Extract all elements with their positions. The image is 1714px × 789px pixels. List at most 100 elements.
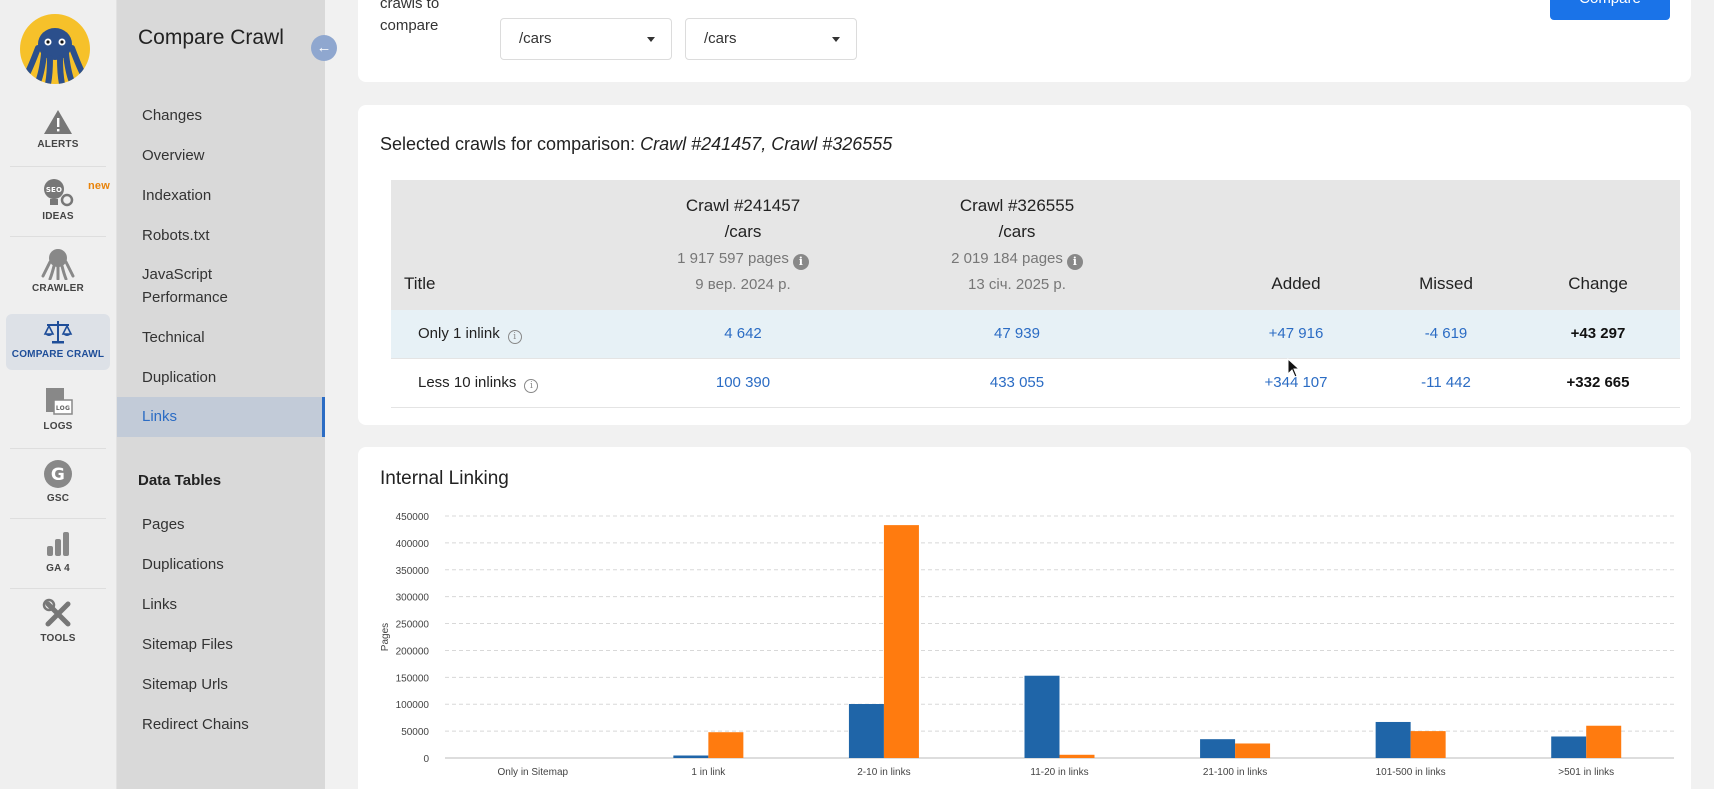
svg-text:LOG: LOG bbox=[56, 405, 70, 412]
crawl-b-path: /cars bbox=[998, 222, 1036, 241]
rail-logs[interactable]: LOG LOGS bbox=[6, 386, 110, 448]
rail-logs-label: LOGS bbox=[43, 421, 73, 432]
divider bbox=[10, 518, 106, 519]
x-tick-label: 11-20 in links bbox=[1030, 767, 1088, 778]
y-tick-label: 150000 bbox=[396, 673, 430, 684]
tools-icon bbox=[42, 598, 71, 627]
sidebar-item-links-table[interactable]: Links bbox=[142, 596, 178, 613]
col-added: Added bbox=[1271, 274, 1321, 293]
row-crawl-b-value[interactable]: 433 055 bbox=[989, 374, 1045, 391]
sidebar-item-changes[interactable]: Changes bbox=[142, 107, 203, 124]
crawl-a-name: Crawl #241457 bbox=[685, 196, 801, 215]
info-icon[interactable]: i bbox=[507, 330, 522, 344]
internal-linking-chart: 0 50000 100000 150000 200000 250000 300000 3500… bbox=[380, 512, 1674, 778]
row-title-text: Only 1 inlink bbox=[418, 325, 500, 342]
x-tick-label: Only in Sitemap bbox=[497, 767, 568, 778]
divider bbox=[10, 166, 106, 167]
rail-tools[interactable]: TOOLS bbox=[6, 598, 110, 660]
table-header: Title Crawl #241457 /cars 1 917 597 page… bbox=[391, 180, 1680, 310]
rail-ga4-label: GA 4 bbox=[46, 563, 70, 574]
y-tick-label: 100000 bbox=[396, 700, 430, 711]
rail-gsc-label: GSC bbox=[46, 493, 70, 504]
selected-crawls-heading: Selected crawls for comparison: Crawl #2… bbox=[380, 134, 892, 155]
logs-icon: LOG bbox=[46, 388, 73, 415]
bar bbox=[673, 755, 709, 758]
row-change-value: +332 665 bbox=[1566, 374, 1630, 391]
data-tables-heading: Data Tables bbox=[138, 472, 222, 489]
info-icon[interactable]: i bbox=[1066, 254, 1083, 270]
crawl-b-path-select[interactable]: /cars bbox=[685, 18, 857, 60]
rail-crawler[interactable]: CRAWLER bbox=[6, 246, 110, 308]
row-missed-value[interactable]: -11 442 bbox=[1421, 374, 1471, 391]
row-missed-value[interactable]: -4 619 bbox=[1424, 325, 1468, 342]
sidebar-item-sitemap-urls[interactable]: Sitemap Urls bbox=[142, 676, 228, 693]
chevron-down-icon bbox=[647, 37, 655, 42]
row-crawl-a-value[interactable]: 4 642 bbox=[724, 325, 762, 342]
crawl-a-date: 9 вер. 2024 р. bbox=[695, 276, 791, 293]
sidebar-item-js-performance[interactable]: JavaScript Performance bbox=[142, 266, 228, 306]
y-tick-label: 300000 bbox=[396, 593, 430, 604]
sidebar-item-duplication[interactable]: Duplication bbox=[142, 369, 217, 386]
bar bbox=[1059, 754, 1095, 758]
compare-button[interactable]: Compare bbox=[1550, 0, 1670, 20]
bar bbox=[1375, 721, 1411, 758]
crawl-b-pages: 2 019 184 pages i bbox=[902, 250, 1132, 270]
row-added-value[interactable]: +344 107 bbox=[1264, 374, 1328, 391]
rail-crawler-label: CRAWLER bbox=[32, 283, 84, 294]
selected-crawls-names: Crawl #241457, Crawl #326555 bbox=[640, 134, 893, 154]
info-icon[interactable]: i bbox=[524, 379, 539, 393]
rail-ideas-label: IDEAS bbox=[42, 211, 74, 222]
row-title: Less 10 inlinks i bbox=[418, 374, 539, 393]
sidebar-item-redirect-chains[interactable]: Redirect Chains bbox=[142, 716, 249, 733]
sidebar-item-overview[interactable]: Overview bbox=[142, 147, 205, 164]
svg-text:SEO: SEO bbox=[46, 186, 62, 194]
octopus-icon bbox=[41, 249, 75, 280]
sidebar-item-pages[interactable]: Pages bbox=[142, 516, 185, 533]
bar bbox=[1551, 736, 1587, 758]
bar bbox=[883, 525, 919, 758]
crawl-a-path-value: /cars bbox=[519, 30, 552, 47]
x-tick-label: 21-100 in links bbox=[1203, 767, 1267, 778]
seo-ideas-icon: SEO bbox=[44, 179, 74, 207]
app-logo[interactable] bbox=[20, 14, 90, 84]
rail-compare-label: COMPARE CRAWL bbox=[11, 349, 105, 360]
collapse-sidebar-button[interactable]: ← bbox=[311, 35, 337, 61]
row-added-value[interactable]: +47 916 bbox=[1268, 325, 1324, 342]
svg-text:G: G bbox=[51, 465, 65, 485]
x-tick-label: 1 in link bbox=[691, 767, 726, 778]
table-row: Less 10 inlinks i 100 390 433 055 +344 10… bbox=[391, 359, 1680, 408]
crawl-b-pages-count: 2 019 184 pages bbox=[951, 250, 1063, 267]
row-crawl-a-value[interactable]: 100 390 bbox=[715, 374, 771, 391]
divider bbox=[10, 236, 106, 237]
crawl-b-path-value: /cars bbox=[704, 30, 737, 47]
sidebar-item-links[interactable]: Links bbox=[117, 397, 325, 437]
bar bbox=[1024, 675, 1060, 758]
sidebar-item-technical[interactable]: Technical bbox=[142, 329, 205, 346]
y-tick-label: 400000 bbox=[396, 539, 430, 550]
bar bbox=[708, 732, 744, 758]
rail-gsc[interactable]: G GSC bbox=[6, 458, 110, 520]
sidebar-item-sitemap-files[interactable]: Sitemap Files bbox=[142, 636, 233, 653]
section-sidebar: Compare Crawl Changes Overview Indexatio… bbox=[117, 0, 325, 789]
sidebar-item-duplications[interactable]: Duplications bbox=[142, 556, 224, 573]
icon-rail: ALERTS new SEO IDEAS CRAWLER COMPARE CRA… bbox=[0, 0, 117, 789]
y-tick-label: 200000 bbox=[396, 646, 430, 657]
chart-title: Internal Linking bbox=[380, 468, 509, 489]
rail-ga4[interactable]: GA 4 bbox=[6, 528, 110, 590]
sidebar-item-indexation[interactable]: Indexation bbox=[142, 187, 212, 204]
rail-compare-crawl[interactable]: COMPARE CRAWL bbox=[6, 314, 110, 370]
chevron-down-icon bbox=[832, 37, 840, 42]
sidebar-item-robots[interactable]: Robots.txt bbox=[142, 227, 210, 244]
crawl-a-path: /cars bbox=[724, 222, 762, 241]
info-icon[interactable]: i bbox=[792, 254, 809, 270]
y-tick-label: 0 bbox=[423, 754, 429, 765]
rail-ideas[interactable]: new SEO IDEAS bbox=[6, 176, 110, 238]
row-crawl-b-value[interactable]: 47 939 bbox=[994, 325, 1040, 342]
selected-crawls-prefix: Selected crawls for comparison: bbox=[380, 134, 641, 154]
crawl-a-path-select[interactable]: /cars bbox=[500, 18, 672, 60]
rail-tools-label: TOOLS bbox=[40, 633, 76, 644]
rail-alerts[interactable]: ALERTS bbox=[6, 108, 110, 170]
divider bbox=[10, 448, 106, 449]
scales-icon bbox=[43, 321, 73, 344]
y-tick-label: 50000 bbox=[401, 727, 429, 738]
